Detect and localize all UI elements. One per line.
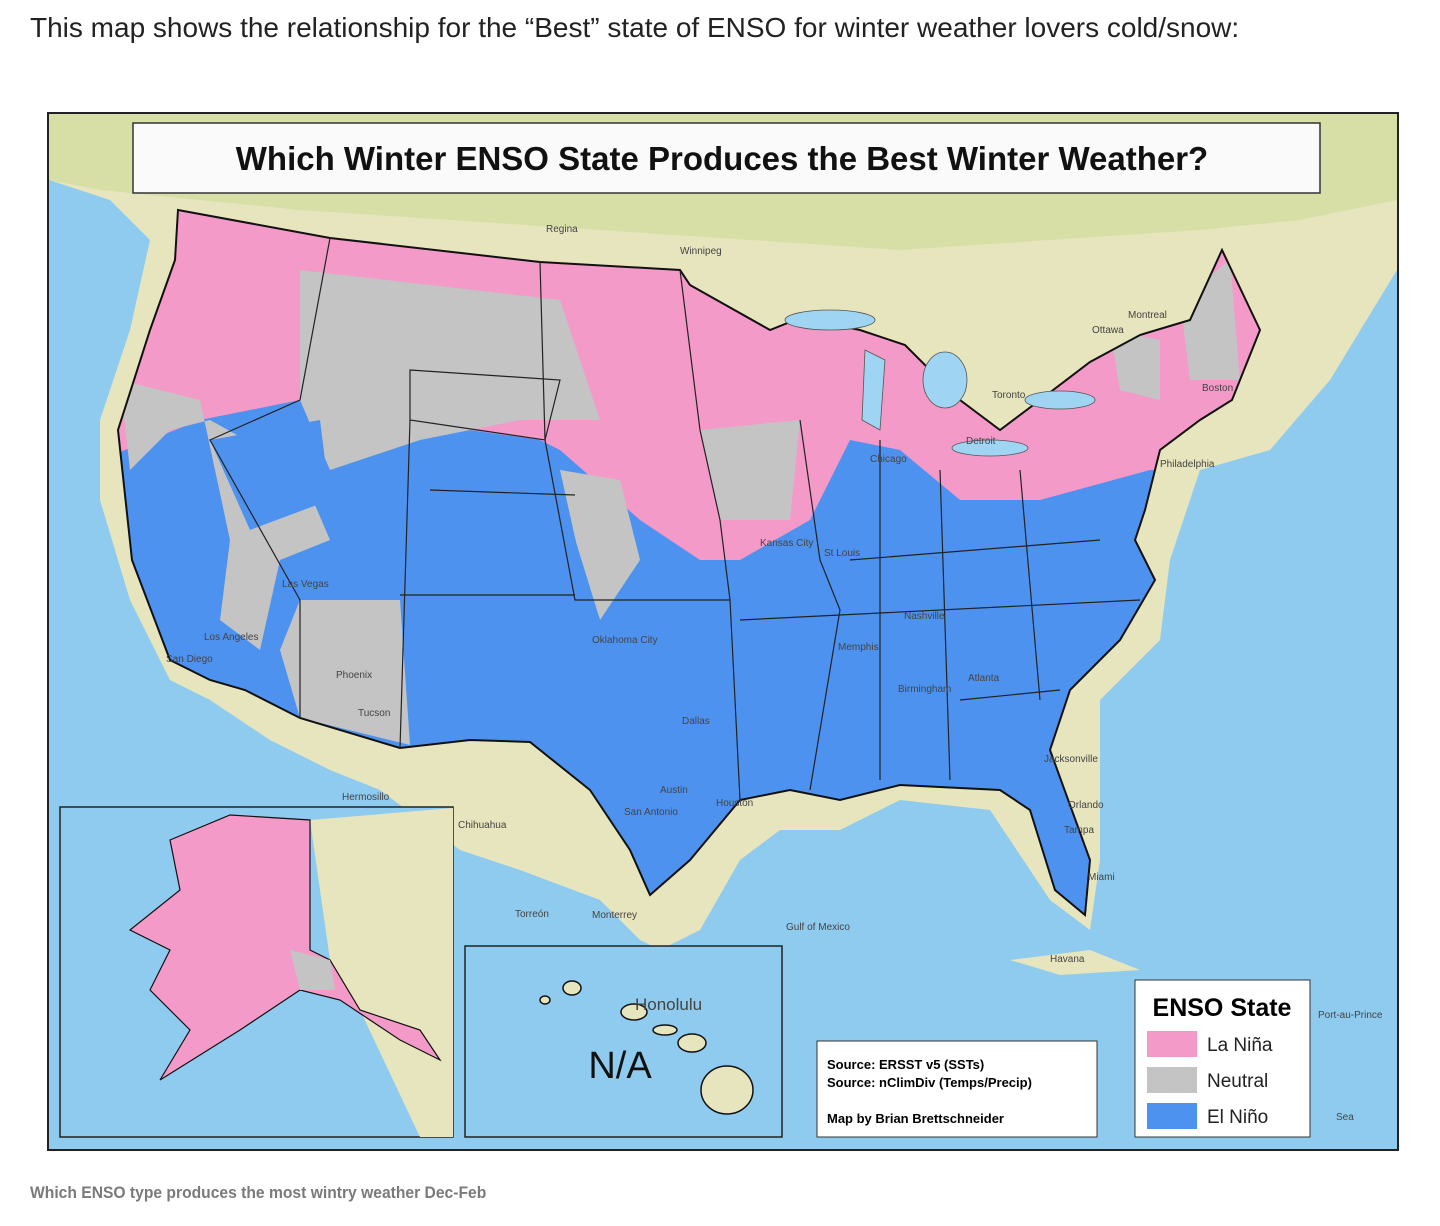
place-label: Kansas City	[760, 538, 813, 549]
legend-swatch	[1147, 1067, 1197, 1093]
great-lakes	[784, 309, 1096, 457]
place-label: Memphis	[838, 642, 879, 653]
legend-items: La Niña Neutral El Niño	[1147, 1031, 1273, 1129]
place-label: Port-au-Prince	[1318, 1010, 1383, 1021]
place-label: Sea	[1336, 1112, 1354, 1123]
us-outline	[116, 208, 1262, 917]
hawaii-note: N/A	[588, 1045, 652, 1087]
place-label: Los Angeles	[204, 632, 259, 643]
legend-swatch	[1147, 1031, 1197, 1057]
caption: Which ENSO type produces the most wintry…	[30, 1183, 487, 1202]
place-label: Miami	[1088, 872, 1115, 883]
place-label: Las Vegas	[282, 579, 329, 590]
place-label: St Louis	[824, 548, 860, 559]
hawaii-inset: N/A	[464, 945, 783, 1138]
neutral-region	[120, 260, 1240, 745]
place-label: San Antonio	[624, 807, 678, 818]
place-label: Tucson	[358, 708, 390, 719]
map: N/A Which Winter ENSO State Produces the…	[47, 112, 1399, 1151]
place-label: Havana	[1050, 954, 1085, 965]
state-borders	[209, 237, 1141, 801]
place-label: Ottawa	[1092, 325, 1124, 336]
place-label: Gulf of Mexico	[786, 922, 850, 933]
place-label: Winnipeg	[680, 246, 722, 257]
place-label: Orlando	[1068, 800, 1104, 811]
map-title: Which Winter ENSO State Produces the Bes…	[236, 140, 1208, 177]
place-label: Monterrey	[592, 910, 637, 921]
place-label: Tampa	[1064, 825, 1094, 836]
place-label: Nashville	[904, 611, 945, 622]
intro-text: This map shows the relationship for the …	[30, 12, 1240, 43]
place-label: Atlanta	[968, 673, 1000, 684]
place-label: Chihuahua	[458, 820, 507, 831]
source-box	[816, 1040, 1098, 1138]
place-label: Montreal	[1128, 310, 1167, 321]
place-label: Hermosillo	[342, 792, 390, 803]
alaska-inset	[59, 806, 454, 1138]
legend-label: Neutral	[1207, 1071, 1268, 1092]
place-label: Torreón	[515, 909, 549, 920]
legend-label: La Niña	[1207, 1035, 1273, 1056]
place-label: Birmingham	[898, 684, 951, 695]
legend-title: ENSO State	[1153, 994, 1292, 1022]
title-box	[132, 122, 1321, 194]
legend-swatch	[1147, 1103, 1197, 1129]
el-nino-region	[210, 420, 600, 620]
place-label: Detroit	[966, 436, 996, 447]
place-label: Austin	[660, 785, 688, 796]
place-label: Phoenix	[336, 670, 372, 681]
place-label: Toronto	[992, 390, 1026, 401]
place-label: Boston	[1202, 383, 1233, 394]
place-label: Honolulu	[635, 995, 702, 1014]
place-label: Philadelphia	[1160, 459, 1215, 470]
source-line: Source: ERSST v5 (SSTs)	[827, 1057, 984, 1072]
place-label: Chicago	[870, 454, 907, 465]
place-label: Oklahoma City	[592, 635, 658, 646]
place-label: Regina	[546, 224, 578, 235]
place-label: Jacksonville	[1044, 754, 1098, 765]
place-label: Houston	[716, 798, 753, 809]
source-line: Map by Brian Brettschneider	[827, 1111, 1004, 1126]
place-labels: Honolulu Havana Chihuahua Hermosillo Torreón…	[166, 224, 1383, 1123]
cuba	[1010, 950, 1140, 975]
place-label: San Diego	[166, 654, 213, 665]
source-line: Source: nClimDiv (Temps/Precip)	[827, 1075, 1032, 1090]
legend-label: El Niño	[1207, 1107, 1268, 1128]
place-label: Dallas	[682, 716, 710, 727]
